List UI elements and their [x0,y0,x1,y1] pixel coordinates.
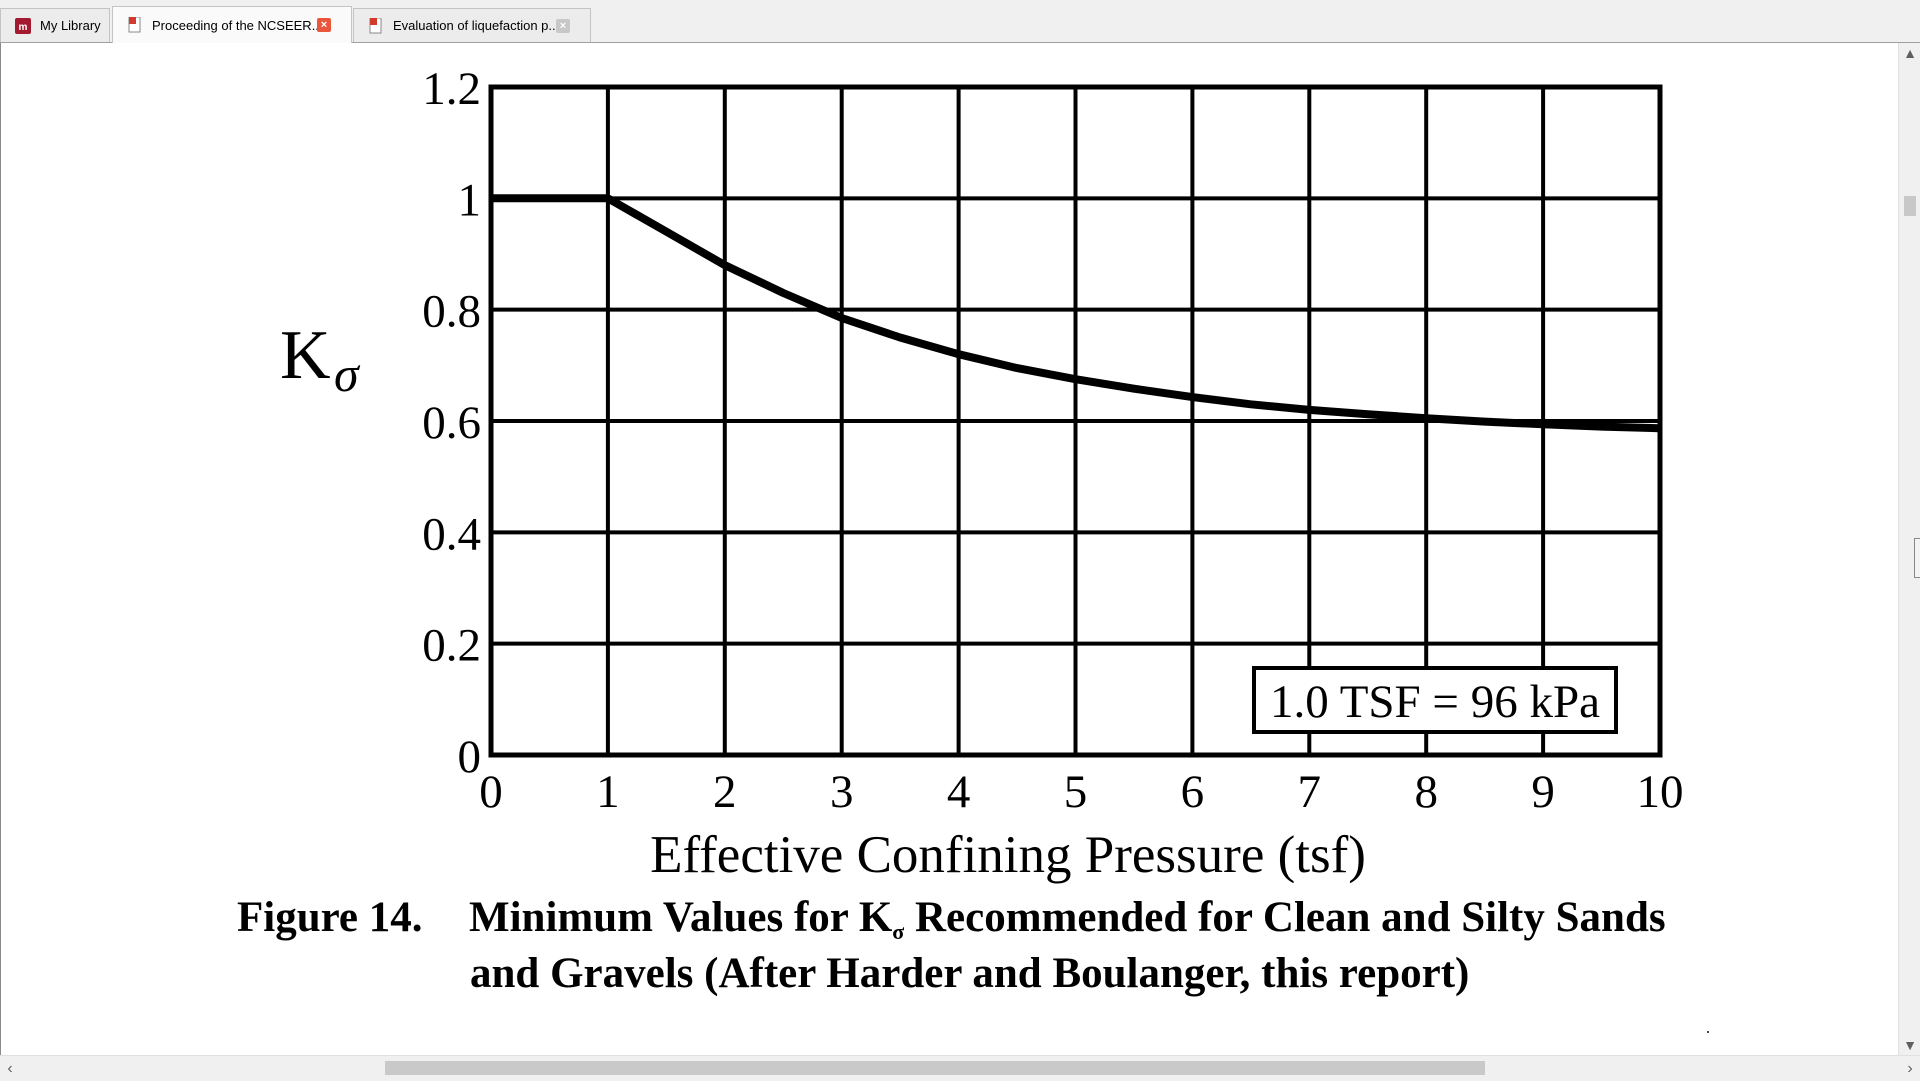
caption-line-2: and Gravels (After Harder and Boulanger,… [470,950,1470,997]
vertical-scroll-thumb[interactable] [1904,196,1916,216]
x-tick-label: 8 [1414,766,1438,818]
annotation-text: 1.0 TSF = 96 kPa [1270,676,1600,728]
plot-frame [488,84,1663,758]
scroll-right-icon[interactable]: › [1907,1060,1913,1077]
x-tick-label: 0 [479,766,503,818]
scroll-left-icon[interactable]: ‹ [7,1060,13,1077]
x-tick-label: 4 [947,766,971,818]
y-tick-label: 1 [458,174,482,226]
tab-proceeding[interactable]: Proceeding of the NCSEER... × [112,6,352,43]
tab-evaluation[interactable]: Evaluation of liquefaction p... × [353,8,591,42]
tab-bar: m My Library Proceeding of the NCSEER...… [0,0,1920,43]
side-panel-handle[interactable] [1914,538,1920,578]
x-tick-label: 7 [1298,766,1322,818]
close-icon[interactable]: × [556,18,570,33]
horizontal-scroll-thumb[interactable] [385,1061,1485,1075]
caption-subscript: σ [892,919,905,944]
series-line [491,194,1661,433]
chart-ticks: 0 1 2 3 4 5 6 7 8 9 10 0 0.2 0.4 0.6 0.8 1 1.2 [422,63,1683,818]
caption-text-pre: Minimum Values for K [469,894,893,941]
figure-number: Figure 14. [237,894,423,941]
kσ-chart: 0 1 2 3 4 5 6 7 8 9 10 0 0.2 0.4 0.6 0.8 1 1.2 K σ Effect… [280,63,1684,884]
x-tick-label: 3 [830,766,854,818]
chart-grid [488,84,1663,758]
pdf-icon [369,17,382,33]
tab-label: Evaluation of liquefaction p... [393,18,560,33]
y-tick-label: 0.6 [422,397,481,449]
y-tick-label: 0.4 [422,508,481,560]
caption-text-post: Recommended for Clean and Silty Sands [904,894,1666,941]
y-axis-label: K σ [280,317,361,402]
annotation-box [1252,666,1618,734]
x-tick-label: 5 [1064,766,1088,818]
caption-line-1: Figure 14. Minimum Values for Kσ Recommen… [237,893,1666,945]
pdf-icon [128,17,141,33]
page-speck [1707,1031,1709,1033]
y-axis-label-sub: σ [334,346,361,402]
x-tick-label: 10 [1637,766,1684,818]
y-tick-label: 1.2 [422,63,481,115]
close-icon[interactable]: × [317,18,331,32]
x-tick-label: 1 [596,766,620,818]
y-tick-label: 0.2 [422,620,481,672]
tab-my-library[interactable]: m My Library [0,8,110,42]
x-tick-label: 9 [1531,766,1555,818]
x-axis-label: Effective Confining Pressure (tsf) [650,826,1366,884]
x-tick-label: 2 [713,766,737,818]
vertical-scrollbar[interactable]: ▲ ▼ [1898,43,1920,1055]
scroll-up-icon[interactable]: ▲ [1903,45,1917,61]
x-tick-label: 6 [1181,766,1205,818]
tab-label: Proceeding of the NCSEER... [152,17,323,33]
svg-text:m: m [19,22,28,33]
scroll-down-icon[interactable]: ▼ [1903,1037,1917,1053]
library-icon: m [15,17,31,34]
tab-label: My Library [40,18,101,33]
horizontal-scrollbar[interactable]: ‹ › [0,1055,1920,1080]
y-axis-label-main: K [280,317,331,394]
y-tick-label: 0.8 [422,286,481,338]
y-tick-label: 0 [458,731,482,783]
